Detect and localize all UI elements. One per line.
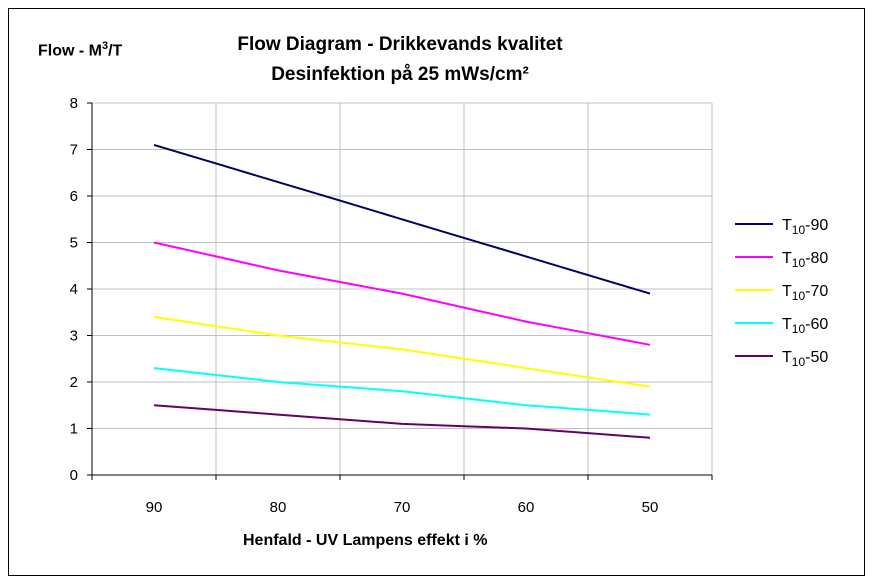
y-tick-label: 6 [70,188,78,205]
legend-label: T10-70 [782,283,828,303]
legend-label: T10-60 [782,316,828,336]
y-tick-label: 3 [70,328,78,345]
x-tick-label: 90 [146,499,163,516]
x-tick-label: 60 [518,499,535,516]
series-line-t10-60 [153,367,651,416]
legend-label: T10-50 [782,349,828,369]
x-tick-label: 70 [394,499,411,516]
legend-label: T10-80 [782,250,828,270]
series-line-t10-80 [153,241,651,346]
series-line-t10-50 [153,404,651,439]
y-tick-label: 1 [70,421,78,438]
y-tick-label: 4 [70,281,78,298]
series-line-t10-70 [153,315,651,388]
x-tick-label: 50 [642,499,659,516]
chart-subtitle: Desinfektion på 25 mWs/cm² [271,64,529,85]
y-tick-label: 8 [70,95,78,112]
y-axis-label: Flow - M3/T [38,40,123,60]
y-tick-label: 7 [70,142,78,159]
y-tick-label: 0 [70,467,78,484]
x-tick-label: 80 [270,499,287,516]
legend-label: T10-90 [782,217,828,237]
y-tick-label: 5 [70,235,78,252]
chart-title: Flow Diagram - Drikkevands kvalitet [237,34,563,55]
series-line-t10-90 [153,143,651,295]
y-tick-label: 2 [70,374,78,391]
x-axis-label: Henfald - UV Lampens effekt i % [243,532,488,549]
